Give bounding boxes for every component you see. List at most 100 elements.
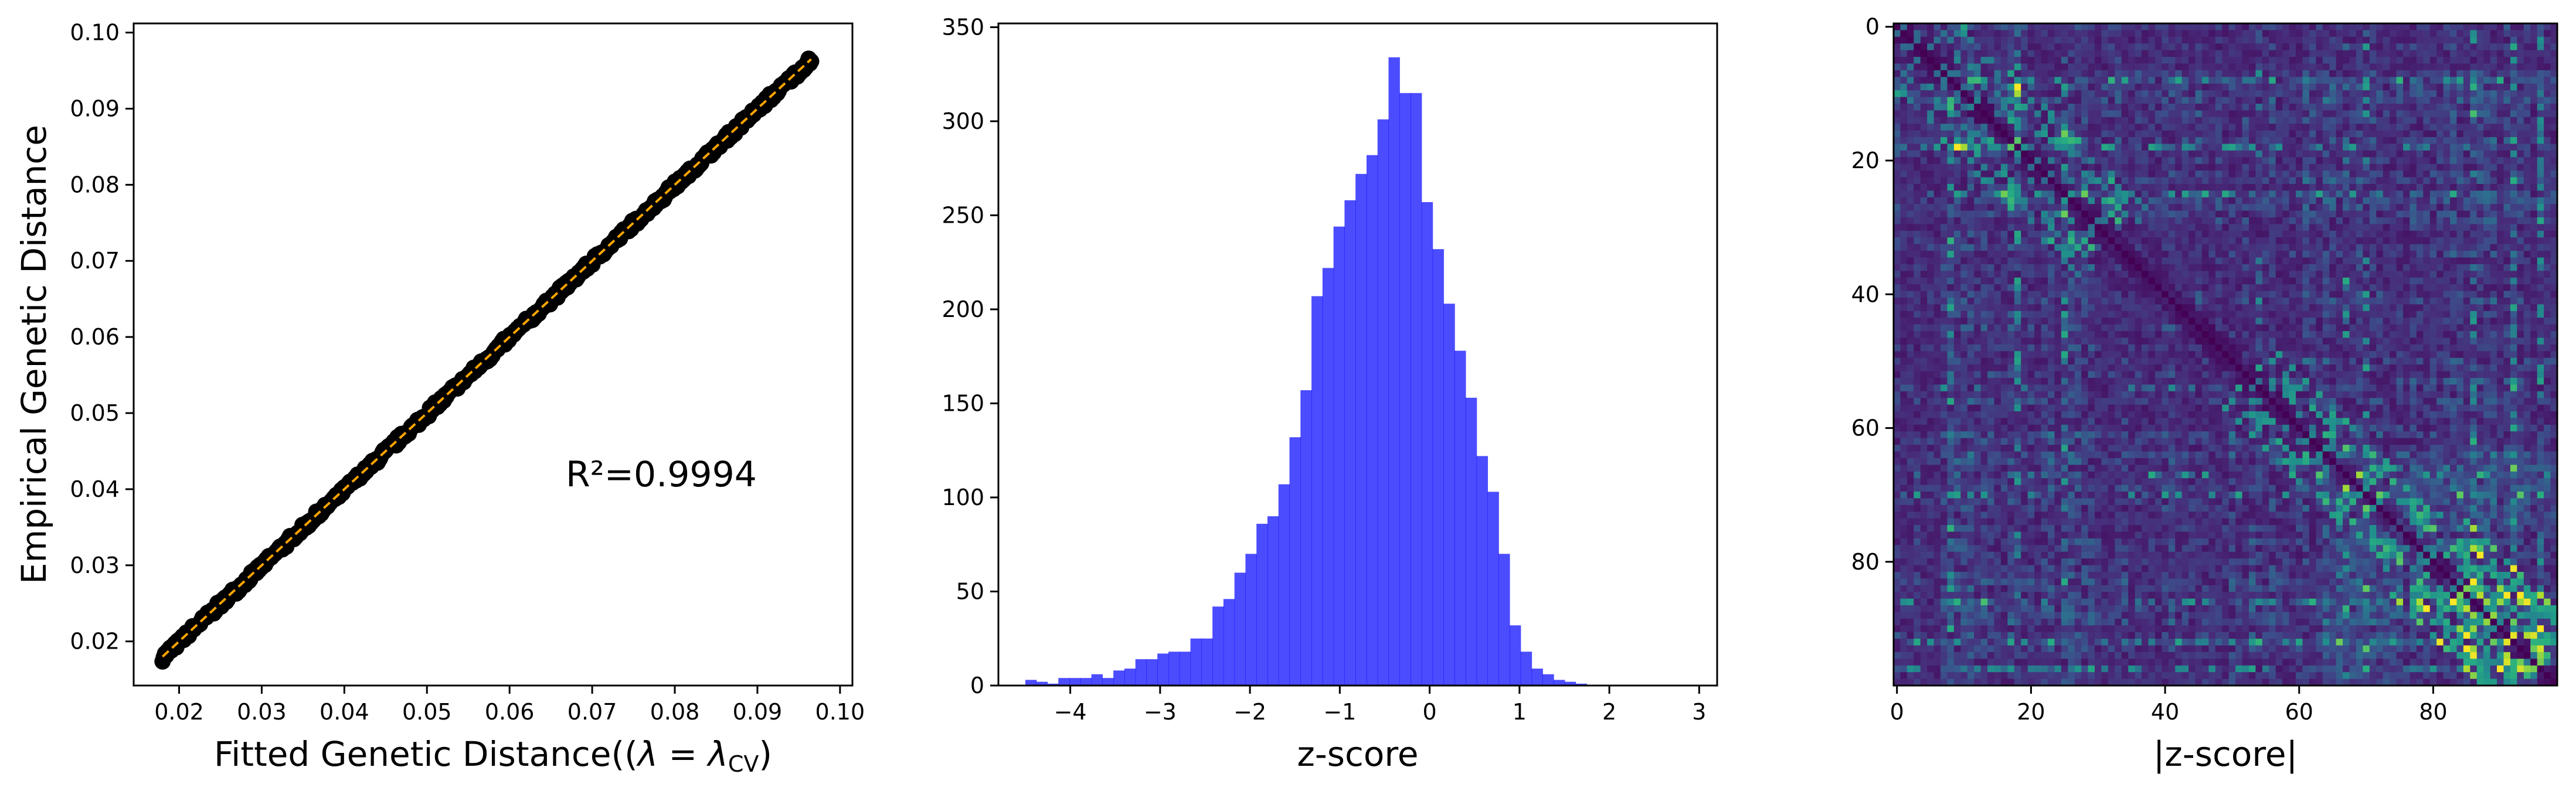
heatmap-cell [2383,311,2390,318]
heatmap-cell [2410,244,2417,251]
heatmap-cell [2054,23,2062,30]
heatmap-cell [2215,291,2222,298]
heatmap-cell [2423,144,2431,151]
heatmap-cell [2154,30,2162,37]
heatmap-cell [1953,144,1961,151]
heatmap-cell [2081,257,2089,265]
heatmap-cell [2215,171,2222,178]
heatmap-cell [2115,137,2122,144]
heatmap-cell [1967,70,1975,77]
heatmap-cell [2168,83,2176,91]
heatmap-cell [2228,177,2236,185]
heatmap-cell [1906,97,1914,104]
heatmap-cell [2269,224,2276,231]
heatmap-cell [1947,177,1955,185]
heatmap-cell [2423,251,2431,258]
heatmap-cell [2021,70,2028,77]
heatmap-cell [1994,103,2001,111]
heatmap-cell [2282,90,2290,98]
heatmap-cell [2000,224,2008,231]
heatmap-cell [2450,210,2457,218]
heatmap-cell [2148,257,2156,265]
heatmap-cell [2356,264,2363,271]
heatmap-cell [2088,124,2095,131]
heatmap-cell [1947,150,1955,158]
heatmap-cell [1974,204,1982,212]
heatmap-cell [1906,144,1914,151]
heatmap-cell [2054,103,2062,111]
heatmap-cell [2322,63,2330,71]
heatmap-cell [2316,137,2323,144]
heatmap-cell [2175,90,2183,98]
heatmap-cell [2215,297,2222,305]
heatmap-cell [2463,103,2470,111]
heatmap-cell [2396,83,2404,91]
heatmap-cell [1927,77,1935,84]
heatmap-cell [1960,117,1968,124]
heatmap-cell [2275,144,2283,151]
heatmap-cell [2175,130,2183,138]
heatmap-cell [2309,124,2316,131]
heatmap-cell [2429,183,2437,191]
heatmap-cell [2296,97,2303,104]
heatmap-cell [2369,157,2377,165]
heatmap-cell [2429,43,2437,51]
heatmap-cell [2014,103,2021,111]
heatmap-cell [2510,97,2517,104]
heatmap-cell [2061,43,2068,51]
heatmap-cell [2309,157,2316,165]
heatmap-cell [2463,237,2470,245]
heatmap-cell [2403,244,2410,251]
heatmap-cell [2289,237,2296,245]
heatmap-cell [2101,251,2109,258]
heatmap-cell [2356,36,2363,44]
heatmap-cell [2463,271,2470,278]
heatmap-cell [2154,36,2162,44]
heatmap-cell [2403,197,2410,204]
heatmap-cell [2410,97,2417,104]
heatmap-cell [2443,90,2451,98]
heatmap-cell [2195,210,2203,218]
heatmap-cell [2061,130,2068,138]
heatmap-cell [2054,150,2062,158]
heatmap-cell [2316,264,2323,271]
heatmap-cell [2275,244,2283,251]
heatmap-cell [2456,97,2464,104]
heatmap-cell [2289,183,2296,191]
heatmap-cell [2027,23,2035,30]
heatmap-cell [2021,137,2028,144]
heatmap-cell [2523,117,2531,124]
heatmap-cell [1980,210,1988,218]
heatmap-cell [2154,50,2162,57]
heatmap-cell [2463,163,2470,171]
heatmap-cell [2228,124,2236,131]
histogram-bar [1113,670,1125,686]
heatmap-cell [2436,277,2444,285]
heatmap-cell [2115,57,2122,64]
heatmap-cell [2483,277,2491,285]
heatmap-cell [2101,304,2109,312]
heatmap-cell [2148,210,2156,218]
heatmap-cell [2517,237,2524,245]
heatmap-cell [1900,204,1908,212]
heatmap-cell [2490,171,2497,178]
heatmap-cell [2309,277,2316,285]
heatmap-cell [2121,144,2129,151]
heatmap-cell [2343,97,2350,104]
heatmap-cell [1914,197,1921,204]
heatmap-cell [1941,183,1948,191]
heatmap-cell [1987,110,1995,118]
heatmap-cell [2356,43,2363,51]
heatmap-cell [2403,230,2410,238]
heatmap-cell [2047,264,2055,271]
heatmap-cell [1947,217,1955,224]
heatmap-cell [2154,77,2162,84]
heatmap-cell [2363,177,2370,185]
heatmap-cell [2222,83,2230,91]
heatmap-cell [2068,210,2075,218]
heatmap-cell [2154,43,2162,51]
heatmap-cell [2302,264,2310,271]
heatmap-cell [2336,311,2343,318]
heatmap-cell [2476,124,2484,131]
